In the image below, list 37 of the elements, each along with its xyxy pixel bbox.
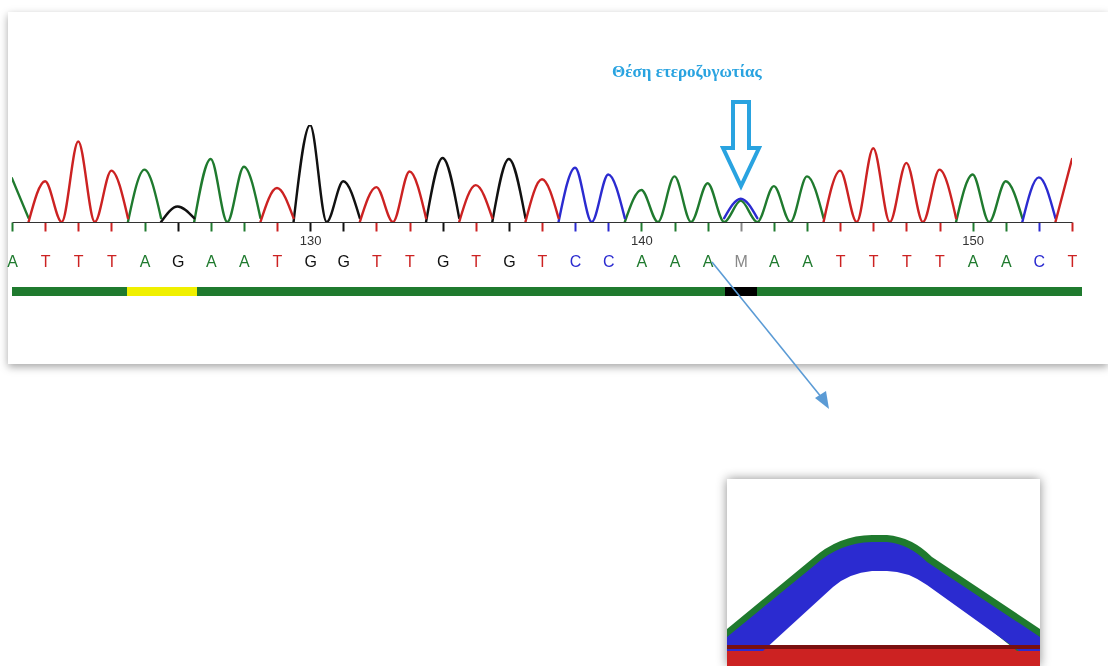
x2-tick-label: 150: [962, 232, 984, 248]
x-tick-label: C: [569, 252, 582, 270]
x-tick-label: G: [171, 252, 185, 270]
x-tick-label: A: [669, 252, 681, 270]
x-tick-label: C: [602, 252, 615, 270]
x2-tick-label: 130: [299, 232, 322, 248]
x-tick-label: A: [205, 252, 217, 270]
x-tick-label: T: [537, 252, 548, 270]
x-tick-label: G: [337, 252, 350, 270]
x-tick-label: A: [239, 252, 251, 270]
x-tick-label: T: [40, 252, 51, 270]
x-tick-label: G: [304, 252, 317, 270]
x-tick-label: G: [503, 252, 516, 270]
x-tick-label: T: [272, 252, 283, 270]
x-tick-label: A: [636, 252, 648, 270]
x-tick-label: A: [967, 252, 979, 270]
x-tick-label: T: [868, 252, 879, 270]
x-tick-label: C: [1033, 252, 1046, 270]
text: Θέση ετεροζυγωτίας: [612, 62, 762, 82]
x-tick-label: A: [702, 252, 714, 270]
x-tick-label: T: [73, 252, 84, 270]
x-tick-label: T: [835, 252, 846, 270]
x-tick-label: T: [935, 252, 946, 270]
x-tick-label: T: [405, 252, 416, 270]
x-tick-label: T: [371, 252, 382, 270]
x-tick-label: A: [769, 252, 781, 270]
x-tick-label: T: [901, 252, 912, 270]
x-tick-label: A: [1000, 252, 1012, 270]
x-tick-label: A: [7, 252, 19, 270]
x-tick-label: T: [106, 252, 117, 270]
x-tick-label: M: [734, 252, 748, 270]
x-tick-label: T: [1067, 252, 1078, 270]
x-tick-label: A: [802, 252, 814, 270]
x-tick-label: T: [471, 252, 482, 270]
x2-tick-label: 140: [631, 232, 653, 248]
x-tick-label: G: [436, 252, 450, 270]
x-tick-label: A: [139, 252, 151, 270]
